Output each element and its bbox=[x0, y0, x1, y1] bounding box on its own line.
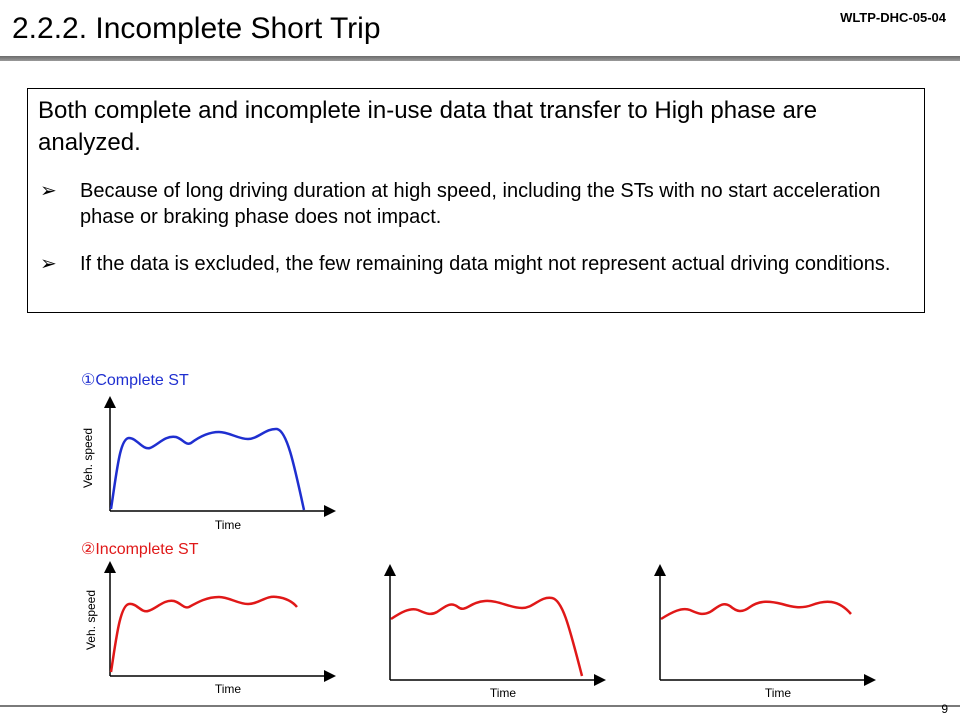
arrow-bullet-icon: ➢ bbox=[40, 180, 57, 202]
document-id: WLTP-DHC-05-04 bbox=[840, 10, 946, 25]
bullet-item: ➢ Because of long driving duration at hi… bbox=[40, 178, 900, 230]
x-axis-label: Time bbox=[490, 686, 517, 700]
page-title: 2.2.2. Incomplete Short Trip bbox=[12, 12, 381, 45]
incomplete-st-plot: Veh. speed Time bbox=[84, 561, 336, 696]
complete-st-label: ①Complete ST bbox=[81, 372, 189, 389]
speed-curve bbox=[109, 427, 306, 511]
summary-box: Both complete and incomplete in-use data… bbox=[27, 88, 925, 313]
x-axis-label: Time bbox=[215, 518, 242, 532]
incomplete-st-plot: Time bbox=[654, 564, 876, 700]
incomplete-st-plot: Time bbox=[384, 564, 606, 700]
footer-divider bbox=[0, 705, 960, 707]
y-axis-label: Veh. speed bbox=[81, 428, 95, 488]
summary-lead: Both complete and incomplete in-use data… bbox=[38, 97, 818, 156]
speed-curve bbox=[390, 596, 584, 677]
page-number: 9 bbox=[941, 702, 948, 716]
x-axis-label: Time bbox=[215, 682, 242, 696]
y-axis-label: Veh. speed bbox=[84, 590, 98, 650]
incomplete-st-label: ②Incomplete ST bbox=[81, 541, 199, 558]
bullet-text: Because of long driving duration at high… bbox=[80, 180, 881, 228]
bullet-text: If the data is excluded, the few remaini… bbox=[80, 253, 891, 275]
x-axis-label: Time bbox=[765, 686, 792, 700]
complete-st-plot: Veh. speed Time bbox=[81, 396, 336, 532]
speed-curve bbox=[109, 595, 298, 673]
title-divider bbox=[0, 56, 960, 61]
arrow-bullet-icon: ➢ bbox=[40, 253, 57, 275]
bullet-item: ➢ If the data is excluded, the few remai… bbox=[40, 251, 900, 277]
speed-curve bbox=[660, 600, 852, 621]
